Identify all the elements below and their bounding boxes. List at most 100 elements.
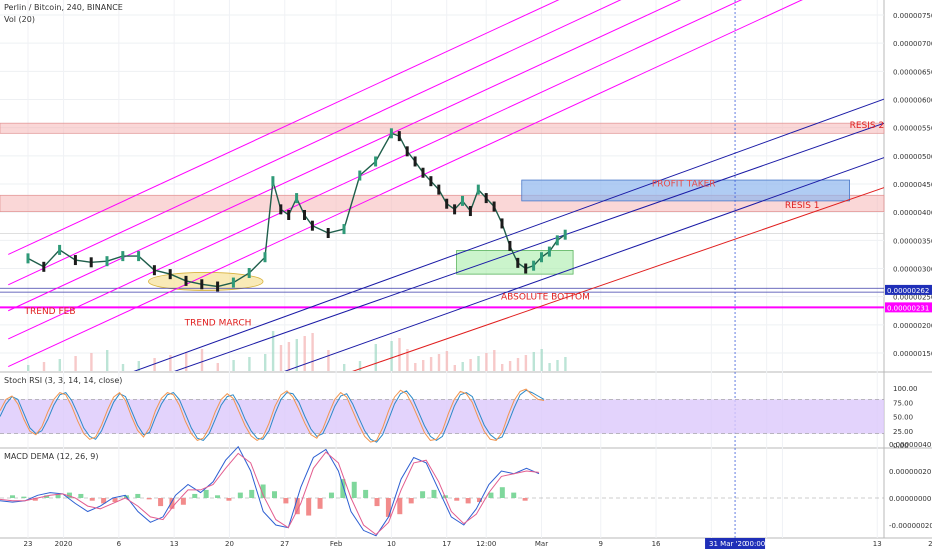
volume-bar (216, 363, 219, 371)
macd-histogram-bar (78, 493, 84, 498)
price-axis-tick: 0.00000500 (893, 153, 932, 161)
macd-histogram-bar (203, 489, 209, 498)
price-candle (263, 252, 267, 263)
price-candle (547, 246, 551, 257)
trendlines-layer (0, 0, 884, 538)
macd-histogram-bar (112, 498, 118, 503)
macd-axis-tick: 0.00000020 (889, 468, 931, 476)
price-candle (105, 256, 109, 267)
volume-bar (343, 364, 346, 371)
price-candle (216, 281, 220, 292)
time-axis-tick: Feb (330, 540, 343, 548)
stoch-axis-tick: 50.00 (893, 414, 913, 422)
volume-bar (477, 356, 480, 371)
price-candle (342, 224, 346, 235)
time-axis-tick: 27 (280, 540, 289, 548)
macd-histogram-bar (306, 498, 312, 516)
price-candle (500, 218, 504, 229)
macd-axis-tick: -0.00000020 (889, 522, 932, 530)
price-label-box (885, 284, 932, 295)
macd-axis-tick: 0.00000040 (889, 441, 931, 449)
price-axis-tick: 0.00000700 (893, 40, 932, 48)
trend-line-red-9 (352, 187, 884, 371)
zones-layer (0, 122, 885, 291)
time-axis-tick: 6 (117, 540, 122, 548)
volume-bar (493, 350, 496, 371)
stoch-axis-tick: 0.00 (893, 442, 909, 450)
volume-bar (27, 365, 30, 371)
volume-bar (153, 358, 156, 371)
macd-histogram-bar (101, 498, 107, 504)
price-candle (26, 253, 30, 264)
price-axis-tick: 0.00000600 (893, 97, 932, 105)
label-trend-march: TREND MARCH (184, 318, 252, 328)
macd-histogram-bar (511, 492, 517, 498)
macd-histogram-bar (44, 495, 50, 498)
price-candle (555, 235, 559, 246)
macd-histogram-bar (385, 498, 391, 517)
macd-histogram-bar (340, 479, 346, 498)
volume-bar (327, 350, 330, 371)
volume-bar (271, 331, 275, 371)
price-candle (445, 198, 449, 209)
price-candle (508, 240, 512, 251)
trend-line-blue-7 (174, 122, 884, 371)
volume-bar (548, 363, 551, 371)
trend-line-blue-8 (284, 157, 884, 371)
label-trend-feb: TREND FEB (24, 307, 76, 317)
price-layer (26, 128, 567, 292)
label-absolute-bottom: ABSOLUTE BOTTOM (501, 292, 590, 302)
volume-bar (42, 362, 46, 371)
price-candle (563, 229, 567, 240)
volume-bar (279, 345, 283, 371)
price-axis-tick: 0.00000350 (893, 237, 932, 245)
stoch-axis-tick: 75.00 (893, 399, 913, 407)
macd-histogram-bar (351, 481, 357, 498)
volume-bar (422, 360, 425, 371)
macd-histogram-bar (21, 496, 27, 498)
volume-bar (461, 362, 464, 371)
volume-bar (556, 360, 559, 371)
price-candle (461, 195, 464, 206)
volume-bar (90, 353, 93, 371)
price-candle (524, 263, 528, 274)
price-candle (247, 268, 251, 279)
price-candle (137, 251, 141, 262)
price-candle (279, 204, 283, 215)
macd-histogram-bar (477, 498, 483, 503)
macd-histogram-bar (135, 493, 141, 498)
volume-bar (295, 339, 298, 371)
label-profit-taker: PROFIT TAKER (652, 179, 716, 189)
price-axis-tick: 0.00000400 (893, 209, 932, 217)
volume-bar (508, 361, 512, 371)
macd-histogram-bar (192, 493, 198, 498)
label-resis-1: RESIS 1 (785, 201, 820, 211)
volume-bar (398, 338, 401, 371)
macd-pane (0, 445, 884, 537)
price-axis-tick: 0.00000450 (893, 181, 932, 189)
trend-line-fan-4 (8, 0, 622, 286)
price-candle (73, 255, 77, 266)
macd-histogram-bar (283, 498, 289, 504)
stoch-rsi-label: Stoch RSI (3, 3, 14, 14, close) (4, 376, 123, 385)
price-candle (374, 156, 378, 167)
volume-bar (564, 357, 567, 371)
price-candle (310, 220, 314, 231)
price-candle (476, 184, 480, 195)
time-axis-tick: 16 (652, 540, 661, 548)
price-axis-tick: 0.00000550 (893, 125, 932, 133)
price-axis-tick: 0.00000150 (893, 350, 932, 358)
volume-bar (106, 350, 109, 371)
price-label: 0.00000262 (887, 287, 929, 295)
volume-bar (264, 354, 267, 371)
volume-bar (200, 349, 204, 371)
macd-histogram-bar (431, 489, 437, 498)
volume-bar (453, 365, 456, 371)
price-candle (413, 156, 417, 167)
macd-histogram-bar (237, 492, 243, 498)
price-candle (358, 170, 362, 181)
volume-bar (303, 336, 306, 371)
price-candle (231, 277, 235, 288)
price-label-box (885, 302, 932, 313)
